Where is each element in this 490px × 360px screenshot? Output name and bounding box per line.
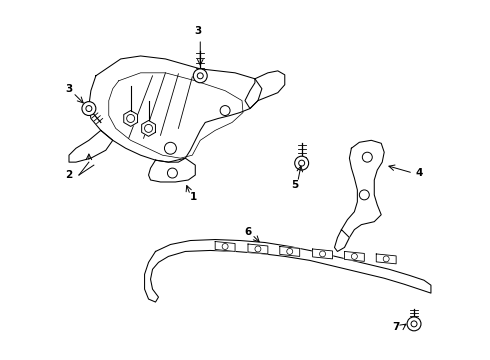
Text: 3: 3 <box>65 84 73 94</box>
Polygon shape <box>148 158 196 182</box>
Polygon shape <box>215 242 235 251</box>
Circle shape <box>168 168 177 178</box>
Text: 3: 3 <box>195 26 202 36</box>
Polygon shape <box>248 244 268 254</box>
Circle shape <box>287 248 293 255</box>
Circle shape <box>197 73 203 79</box>
Circle shape <box>193 69 207 83</box>
Text: 4: 4 <box>416 168 423 178</box>
Polygon shape <box>376 254 396 264</box>
Circle shape <box>319 251 325 257</box>
Circle shape <box>383 256 389 262</box>
Text: 5: 5 <box>291 180 298 190</box>
Circle shape <box>359 190 369 200</box>
Polygon shape <box>245 71 285 109</box>
Polygon shape <box>335 230 349 251</box>
Circle shape <box>351 253 357 260</box>
Circle shape <box>127 114 135 122</box>
Circle shape <box>294 156 309 170</box>
Circle shape <box>362 152 372 162</box>
Circle shape <box>411 321 417 327</box>
Circle shape <box>255 246 261 252</box>
Polygon shape <box>142 121 155 136</box>
Polygon shape <box>344 251 365 261</box>
Circle shape <box>82 102 96 116</box>
Circle shape <box>299 160 305 166</box>
Circle shape <box>407 317 421 331</box>
Text: 1: 1 <box>190 192 197 202</box>
Polygon shape <box>313 249 333 259</box>
Polygon shape <box>89 56 262 162</box>
Circle shape <box>222 243 228 249</box>
Text: 7: 7 <box>392 322 400 332</box>
Polygon shape <box>340 140 384 247</box>
Polygon shape <box>124 111 138 126</box>
Text: 2: 2 <box>65 170 73 180</box>
Circle shape <box>165 142 176 154</box>
Circle shape <box>220 105 230 116</box>
Circle shape <box>145 125 152 132</box>
Polygon shape <box>280 247 300 256</box>
Polygon shape <box>69 130 113 162</box>
Circle shape <box>86 105 92 112</box>
Text: 6: 6 <box>245 226 251 237</box>
Polygon shape <box>145 239 431 302</box>
